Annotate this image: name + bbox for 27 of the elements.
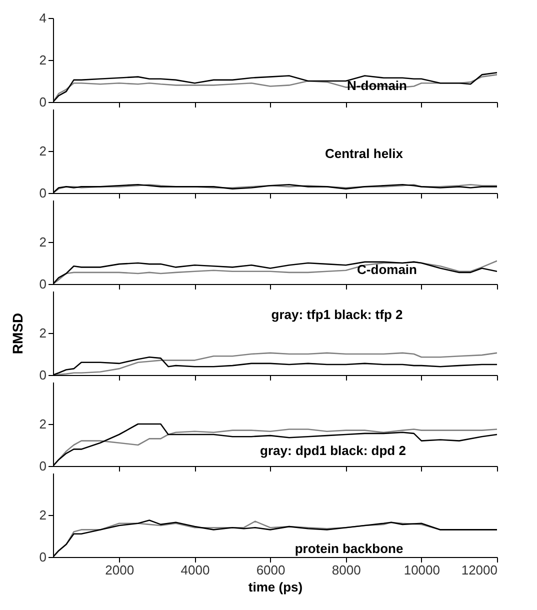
- y-tick-label: 2: [39, 416, 46, 432]
- x-tick-label: 10000: [404, 562, 440, 578]
- y-tick-label: 0: [39, 94, 46, 110]
- x-axis-title: time (ps): [248, 580, 303, 594]
- y-tick-label: 0: [39, 458, 46, 474]
- y-tick-label: 2: [39, 52, 46, 68]
- y-tick-label: 0: [39, 550, 46, 564]
- y-tick-label: 2: [39, 508, 46, 522]
- y-tick-label: 2: [39, 326, 46, 340]
- y-tick-label: 0: [39, 276, 46, 292]
- annotation: gray: dpd1 black: dpd 2: [260, 443, 406, 458]
- x-tick-label: 4000: [180, 562, 210, 578]
- annotation: Central helix: [324, 146, 404, 161]
- y-axis-title: RMSD: [9, 312, 26, 354]
- x-tick-label: 6000: [256, 562, 286, 578]
- y-tick-label: 4: [39, 10, 46, 26]
- x-tick-label: 8000: [332, 562, 361, 578]
- y-tick-label: 0: [39, 368, 46, 382]
- y-tick-label: 2: [39, 234, 46, 250]
- annotation: N-domain: [347, 78, 408, 93]
- x-tick-label: 12000: [461, 562, 498, 578]
- x-tick-label: 2000: [105, 562, 134, 578]
- y-tick-label: 2: [39, 144, 46, 158]
- annotation: protein backbone: [294, 541, 404, 556]
- annotation: C-domain: [357, 262, 418, 277]
- y-tick-label: 0: [39, 186, 46, 200]
- annotation: gray: tfp1 black: tfp 2: [271, 307, 403, 322]
